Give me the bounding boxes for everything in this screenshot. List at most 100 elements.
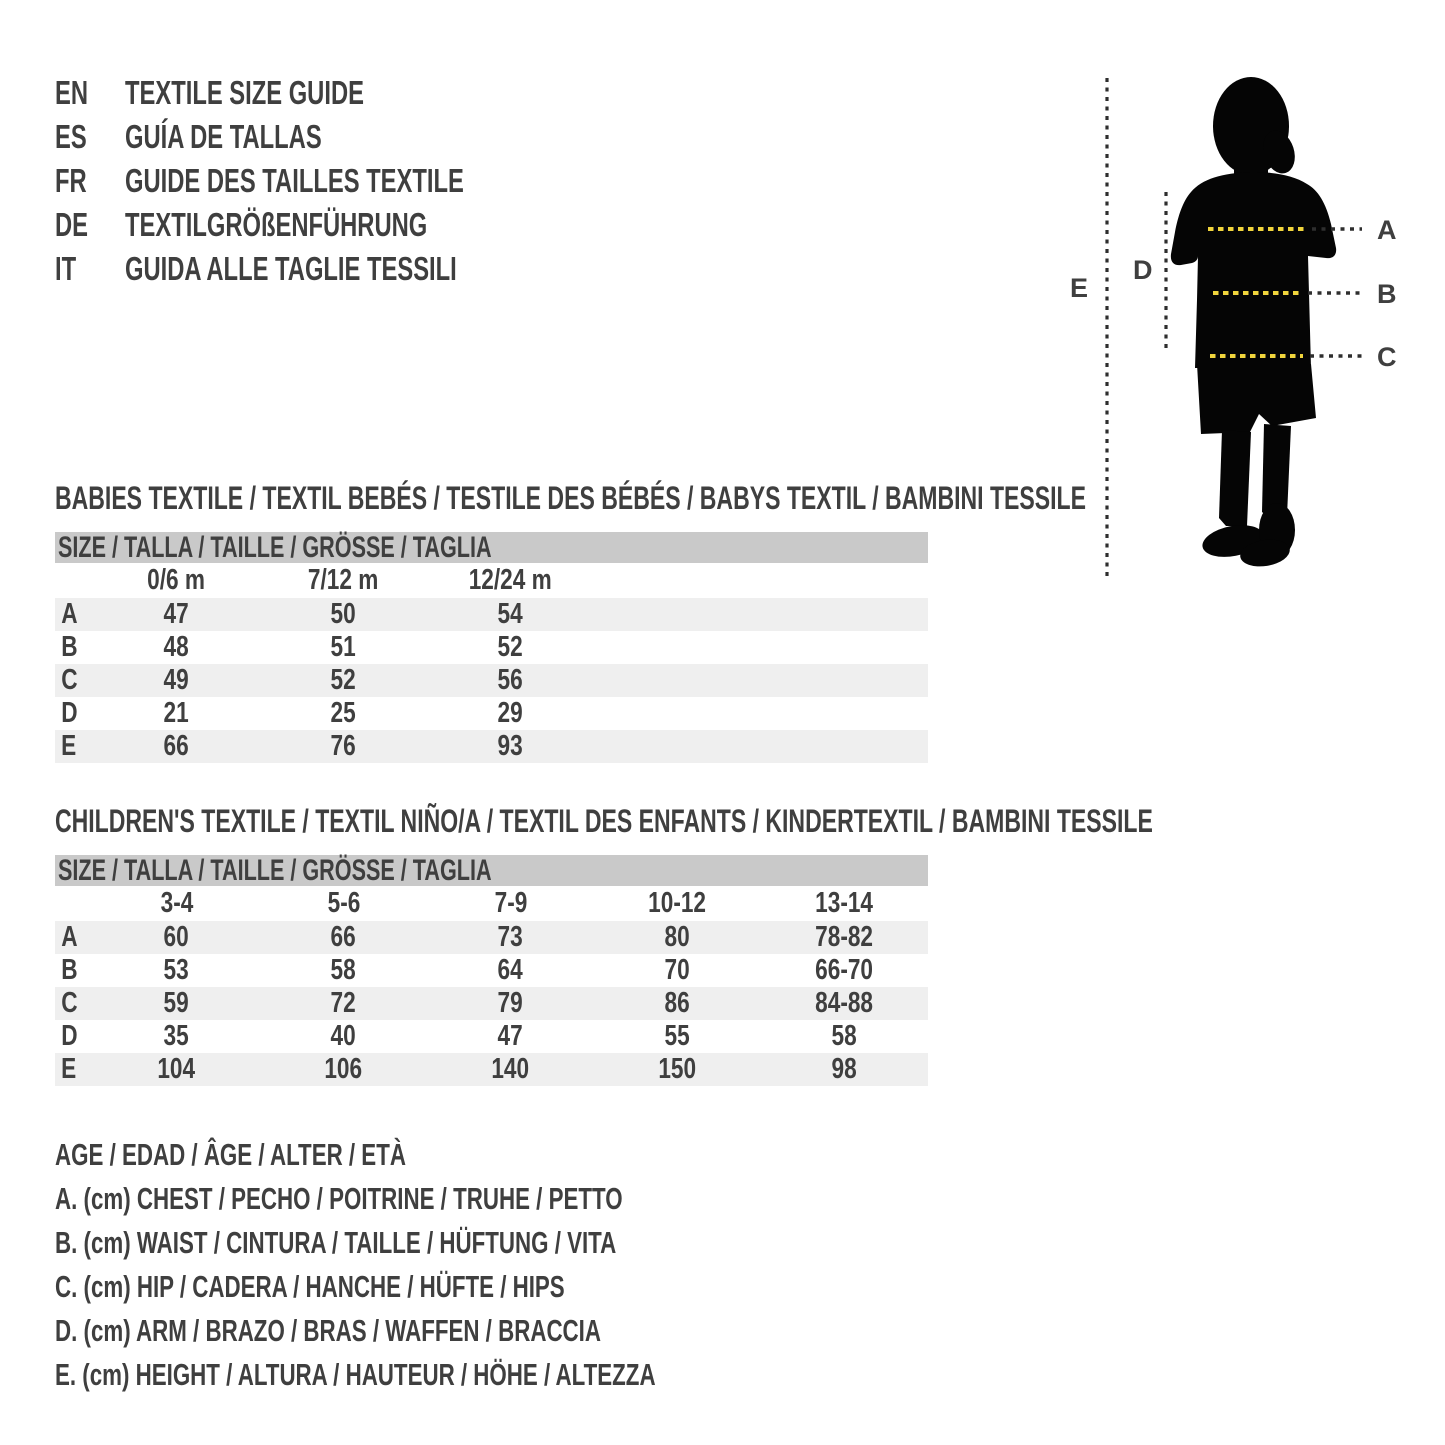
table-cell: 52 [497,631,524,663]
lang-row-it: IT GUIDA ALLE TAGLIE TESSILI [55,247,596,291]
column-header: 7/12 m [308,564,379,596]
table-cell: 106 [324,1053,363,1085]
table-cell: 104 [157,1053,196,1085]
column-header: 3-4 [160,887,193,919]
table-cell: 49 [163,664,190,696]
table-cell: 21 [163,697,190,729]
table-cell: 56 [497,664,524,696]
lang-code-fr: FR [55,162,87,199]
measure-lines [1208,227,1362,358]
lang-title-es: GUÍA DE TALLAS [125,118,322,155]
lang-row-en: EN TEXTILE SIZE GUIDE [55,71,596,115]
marker-label-a: A [1377,215,1397,245]
row-label: D [61,1020,78,1052]
table-cell: 66-70 [815,954,873,986]
marker-label-c: C [1377,342,1397,372]
table-cell: 50 [330,598,357,630]
legend-line-chest: A. (cm) CHEST / PECHO / POITRINE / TRUHE… [55,1181,623,1216]
lang-title-de: TEXTILGRÖßENFÜHRUNG [125,206,428,243]
table-cell: 58 [330,954,357,986]
table-cell: 52 [330,664,357,696]
row-label: D [61,697,78,729]
table-cell: 140 [491,1053,530,1085]
lang-row-de: DE TEXTILGRÖßENFÜHRUNG [55,203,596,247]
children-column-header-row: 3-4 5-6 7-9 10-12 13-14 [55,886,928,921]
column-header: 12/24 m [468,564,552,596]
column-header: 5-6 [327,887,360,919]
table-row: D 21 25 29 [55,697,928,730]
table-row: D 35 40 47 55 58 [55,1020,928,1053]
table-cell: 66 [163,730,190,762]
table-cell: 150 [658,1053,697,1085]
babies-column-header-row: 0/6 m 7/12 m 12/24 m [55,563,928,598]
silhouette-right-shoe [1240,539,1290,567]
lang-title-en: TEXTILE SIZE GUIDE [125,74,364,111]
silhouette-left-leg [1219,430,1251,526]
lang-code-de: DE [55,206,89,243]
table-cell: 48 [163,631,190,663]
table-cell: 66 [330,921,357,953]
table-row: A 60 66 73 80 78-82 [55,921,928,954]
table-row: E 104 106 140 150 98 [55,1053,928,1086]
measurement-figure: A B C D E [1050,60,1445,600]
table-row: E 66 76 93 [55,730,928,763]
row-label: E [61,730,77,762]
table-cell: 25 [330,697,357,729]
babies-size-header-bar: SIZE / TALLA / TAILLE / GRÖSSE / TAGLIA [55,531,928,564]
child-silhouette-diagram: A B C D E [1070,77,1397,577]
row-label: B [61,631,78,663]
silhouette-hair [1263,130,1295,174]
row-label: C [61,987,78,1019]
table-cell: 84-88 [815,987,873,1019]
legend-line-age: AGE / EDAD / ÂGE / ALTER / ETÀ [55,1137,406,1172]
table-cell: 93 [497,730,524,762]
column-header: 13-14 [815,887,873,919]
legend-line-waist: B. (cm) WAIST / CINTURA / TAILLE / HÜFTU… [55,1225,617,1260]
legend-line-hip: C. (cm) HIP / CADERA / HANCHE / HÜFTE / … [55,1269,565,1304]
table-cell: 70 [664,954,691,986]
babies-size-table: SIZE / TALLA / TAILLE / GRÖSSE / TAGLIA … [55,531,928,763]
table-cell: 47 [163,598,190,630]
table-cell: 72 [330,987,357,1019]
table-cell: 51 [330,631,357,663]
row-label: C [61,664,78,696]
table-cell: 79 [497,987,524,1019]
table-cell: 58 [831,1020,857,1052]
table-cell: 76 [330,730,357,762]
table-cell: 59 [163,987,190,1019]
row-label: B [61,954,78,986]
legend-line-arm: D. (cm) ARM / BRAZO / BRAS / WAFFEN / BR… [55,1313,602,1348]
column-header: 7-9 [494,887,527,919]
lang-code-es: ES [55,118,87,155]
table-row: A 47 50 54 [55,598,928,631]
table-cell: 64 [497,954,524,986]
table-cell: 54 [497,598,524,630]
children-size-table: SIZE / TALLA / TAILLE / GRÖSSE / TAGLIA … [55,854,928,1086]
lang-code-it: IT [55,250,77,287]
table-cell: 80 [664,921,691,953]
table-cell: 53 [163,954,190,986]
marker-label-d: D [1133,255,1153,285]
language-header: EN TEXTILE SIZE GUIDE ES GUÍA DE TALLAS … [55,71,596,291]
silhouette-shirt [1170,172,1337,368]
babies-section-title: BABIES TEXTILE / TEXTIL BEBÉS / TESTILE … [55,480,1086,516]
lang-title-it: GUIDA ALLE TAGLIE TESSILI [125,250,457,287]
lang-code-en: EN [55,74,89,111]
child-silhouette [1170,77,1337,567]
table-row: C 49 52 56 [55,664,928,697]
table-cell: 40 [330,1020,357,1052]
table-cell: 55 [664,1020,691,1052]
children-section-title: CHILDREN'S TEXTILE / TEXTIL NIÑO/A / TEX… [55,803,1153,839]
table-cell: 86 [664,987,691,1019]
marker-label-b: B [1377,279,1397,309]
table-cell: 78-82 [815,921,873,953]
table-cell: 98 [831,1053,857,1085]
row-label: A [61,921,78,953]
measurement-legend: AGE / EDAD / ÂGE / ALTER / ETÀ A. (cm) C… [55,1133,889,1397]
column-header: 10-12 [648,887,707,919]
table-cell: 35 [163,1020,190,1052]
children-size-header-bar: SIZE / TALLA / TAILLE / GRÖSSE / TAGLIA [55,854,928,887]
row-label: A [61,598,78,630]
lang-row-es: ES GUÍA DE TALLAS [55,115,596,159]
